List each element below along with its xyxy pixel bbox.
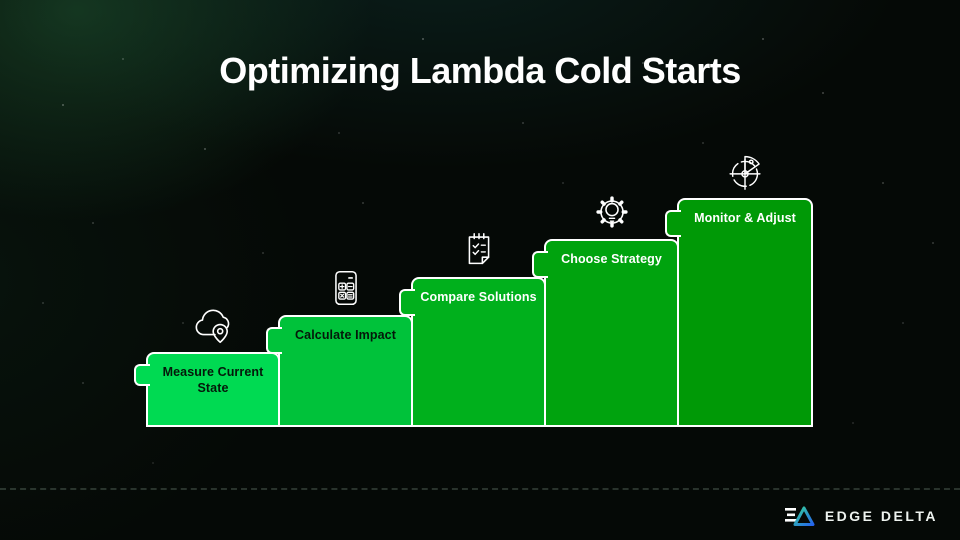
step-connector-tab: [266, 327, 282, 354]
step-monitor-adjust: Monitor & Adjust: [665, 155, 813, 427]
idea-gear-icon: [589, 189, 635, 235]
step-connector-tab: [134, 364, 150, 386]
step-choose-strategy: Choose Strategy: [532, 196, 679, 427]
brand-name: EDGE DELTA: [824, 508, 938, 524]
step-label: Measure Current State: [162, 365, 264, 396]
step-label: Calculate Impact: [295, 328, 396, 342]
step-label: Monitor & Adjust: [694, 211, 796, 225]
step-connector-tab: [665, 210, 681, 237]
step-measure-current-state: Measure Current State: [134, 309, 280, 427]
radar-icon: [722, 148, 768, 194]
step-connector-tab: [399, 289, 415, 316]
calculator-icon: [323, 265, 369, 311]
step-compare-solutions: Compare Solutions: [399, 232, 546, 427]
brand-logo: EDGE DELTA: [784, 504, 938, 528]
page-title: Optimizing Lambda Cold Starts: [219, 50, 741, 91]
step-calculate-impact: Calculate Impact: [266, 270, 413, 427]
cloud-location-icon: [190, 302, 236, 348]
step-label: Compare Solutions: [420, 290, 537, 304]
step-label: Choose Strategy: [561, 252, 662, 266]
footer-dashed-divider: [0, 488, 960, 490]
edge-delta-logo-icon: [784, 506, 815, 526]
step-connector-tab: [532, 251, 548, 278]
checklist-icon: [456, 227, 502, 273]
